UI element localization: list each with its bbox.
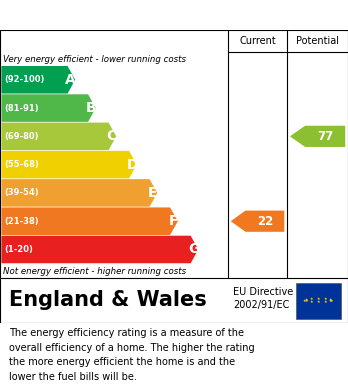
- Text: (1-20): (1-20): [4, 245, 33, 254]
- Text: ★: ★: [305, 298, 308, 301]
- Text: A: A: [65, 73, 76, 87]
- Text: EU Directive
2002/91/EC: EU Directive 2002/91/EC: [233, 287, 293, 310]
- Text: ★: ★: [310, 300, 314, 304]
- Text: England & Wales: England & Wales: [9, 291, 206, 310]
- Polygon shape: [1, 94, 96, 122]
- Text: ★: ★: [330, 298, 334, 303]
- Polygon shape: [231, 211, 284, 232]
- Text: F: F: [168, 214, 178, 228]
- Text: (81-91): (81-91): [4, 104, 39, 113]
- Text: Potential: Potential: [296, 36, 339, 46]
- Text: (92-100): (92-100): [4, 75, 45, 84]
- Polygon shape: [1, 66, 75, 93]
- Text: ★: ★: [310, 297, 314, 301]
- Text: Energy Efficiency Rating: Energy Efficiency Rating: [9, 7, 230, 23]
- Text: B: B: [86, 101, 96, 115]
- Polygon shape: [1, 179, 157, 207]
- Text: ★: ★: [323, 300, 327, 304]
- Polygon shape: [1, 236, 198, 263]
- Text: D: D: [126, 158, 138, 172]
- Text: C: C: [106, 129, 117, 143]
- Bar: [296, 283, 341, 319]
- Text: 77: 77: [317, 130, 333, 143]
- Text: Very energy efficient - lower running costs: Very energy efficient - lower running co…: [3, 54, 187, 63]
- Text: ★: ★: [317, 300, 320, 304]
- Text: E: E: [148, 186, 157, 200]
- Text: ★: ★: [317, 297, 320, 301]
- Text: ★: ★: [323, 297, 327, 301]
- Text: G: G: [188, 242, 199, 256]
- Text: ★: ★: [303, 298, 307, 303]
- Text: (69-80): (69-80): [4, 132, 39, 141]
- Polygon shape: [1, 122, 116, 150]
- Text: 22: 22: [257, 215, 273, 228]
- Text: ★: ★: [329, 300, 332, 303]
- Text: ★: ★: [329, 298, 332, 301]
- Polygon shape: [290, 126, 345, 147]
- Text: Current: Current: [239, 36, 276, 46]
- Text: ★: ★: [305, 300, 308, 303]
- Polygon shape: [1, 151, 137, 178]
- Text: (39-54): (39-54): [4, 188, 39, 197]
- Polygon shape: [1, 208, 178, 235]
- Text: Not energy efficient - higher running costs: Not energy efficient - higher running co…: [3, 267, 187, 276]
- Text: The energy efficiency rating is a measure of the
overall efficiency of a home. T: The energy efficiency rating is a measur…: [9, 328, 254, 382]
- Text: (55-68): (55-68): [4, 160, 39, 169]
- Text: (21-38): (21-38): [4, 217, 39, 226]
